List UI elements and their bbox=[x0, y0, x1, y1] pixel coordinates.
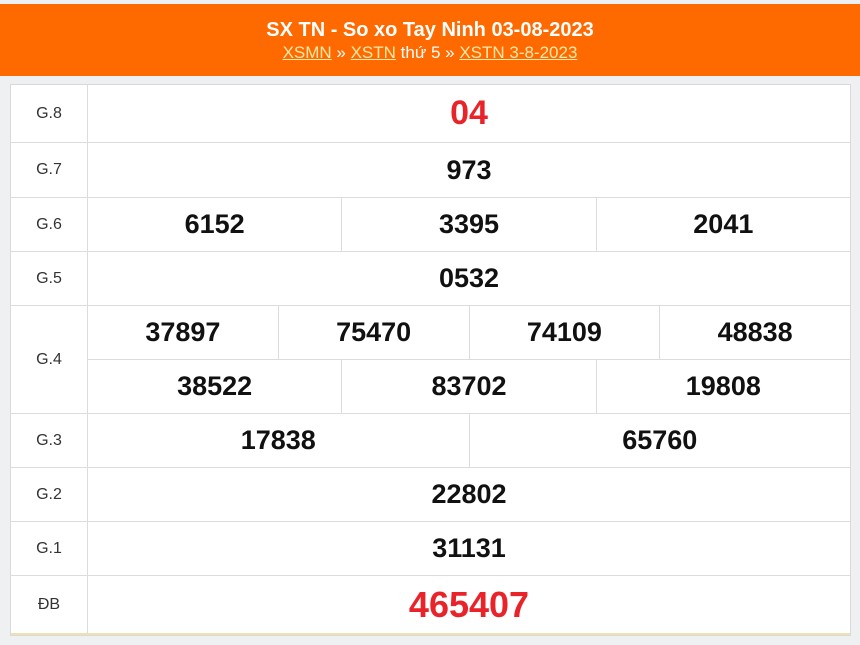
prize-row: G.1 31131 bbox=[11, 522, 850, 576]
prize-number: 465407 bbox=[408, 583, 530, 625]
prize-number: 38522 bbox=[177, 371, 253, 401]
prize-values: 37897 75470 74109 48838 38522 83702 19808 bbox=[88, 306, 850, 413]
prize-subrow: 0532 bbox=[88, 252, 850, 305]
prize-row: G.7 973 bbox=[11, 143, 850, 198]
prize-label: G.2 bbox=[11, 468, 88, 521]
prize-number: 65760 bbox=[468, 414, 851, 467]
prize-values: 31131 bbox=[88, 522, 850, 575]
prize-subrow: 22802 bbox=[88, 468, 850, 521]
prize-label: G.6 bbox=[11, 198, 88, 251]
prize-subrow: 465407 bbox=[88, 576, 850, 633]
prize-number: 48838 bbox=[659, 306, 850, 359]
prize-subrow: 6152 3395 2041 bbox=[88, 198, 850, 251]
prize-row: ĐB 465407 bbox=[11, 576, 850, 635]
prize-subrow: 973 bbox=[88, 143, 850, 197]
prize-label: ĐB bbox=[11, 576, 88, 633]
prize-number: 973 bbox=[446, 154, 492, 185]
prize-row: G.3 17838 65760 bbox=[11, 414, 850, 468]
prize-number: 3395 bbox=[341, 198, 595, 251]
prize-number: 22802 bbox=[431, 479, 507, 509]
prize-label: G.3 bbox=[11, 414, 88, 467]
prize-row: G.8 04 bbox=[11, 85, 850, 143]
prize-number: 37897 bbox=[145, 317, 221, 347]
prize-values: 17838 65760 bbox=[88, 414, 850, 467]
prize-label: G.7 bbox=[11, 143, 88, 197]
prize-subrow: 17838 65760 bbox=[88, 414, 850, 467]
prize-subrow: 38522 83702 19808 bbox=[88, 359, 850, 413]
link-xstn[interactable]: XSTN bbox=[350, 43, 396, 62]
prize-number: 0532 bbox=[438, 263, 500, 293]
prize-number: 74109 bbox=[468, 306, 660, 359]
prize-number: 75470 bbox=[277, 306, 469, 359]
prize-values: 465407 bbox=[88, 576, 850, 633]
prize-label: G.1 bbox=[11, 522, 88, 575]
link-xsmn[interactable]: XSMN bbox=[282, 43, 332, 62]
prize-row: G.4 37897 75470 74109 48838 38522 83702 19808 bbox=[11, 306, 850, 414]
prize-number: 83702 bbox=[341, 360, 595, 413]
prize-values: 973 bbox=[88, 143, 850, 197]
prize-number: 31131 bbox=[432, 533, 506, 563]
prize-subrow: 31131 bbox=[88, 522, 850, 575]
prize-subrow: 37897 75470 74109 48838 bbox=[88, 306, 850, 359]
prize-number: 17838 bbox=[240, 425, 316, 455]
prize-number: 6152 bbox=[184, 209, 245, 239]
results-header: SX TN - So xo Tay Ninh 03-08-2023 XSMN »… bbox=[0, 4, 860, 76]
prize-number: 19808 bbox=[595, 360, 850, 413]
prize-row: G.2 22802 bbox=[11, 468, 850, 522]
prize-values: 04 bbox=[88, 85, 850, 142]
breadcrumb: XSMN » XSTN thứ 5 » XSTN 3-8-2023 bbox=[0, 42, 860, 64]
prize-label: G.5 bbox=[11, 252, 88, 305]
prize-label: G.8 bbox=[11, 85, 88, 142]
page-title: SX TN - So xo Tay Ninh 03-08-2023 bbox=[266, 19, 594, 41]
results-table: G.8 04 G.7 973 G.6 6152 3395 2041 G.5 0532 G.4 3789… bbox=[10, 84, 851, 636]
prize-label: G.4 bbox=[11, 306, 88, 413]
prize-number: 04 bbox=[450, 94, 488, 132]
prize-values: 22802 bbox=[88, 468, 850, 521]
prize-row: G.5 0532 bbox=[11, 252, 850, 306]
prize-subrow: 04 bbox=[88, 85, 850, 142]
breadcrumb-sep: » bbox=[331, 43, 351, 62]
prize-values: 0532 bbox=[88, 252, 850, 305]
link-xstn-date[interactable]: XSTN 3-8-2023 bbox=[459, 43, 578, 62]
prize-row: G.6 6152 3395 2041 bbox=[11, 198, 850, 252]
breadcrumb-day: thứ 5 » bbox=[395, 43, 460, 62]
prize-number: 2041 bbox=[595, 198, 850, 251]
prize-values: 6152 3395 2041 bbox=[88, 198, 850, 251]
